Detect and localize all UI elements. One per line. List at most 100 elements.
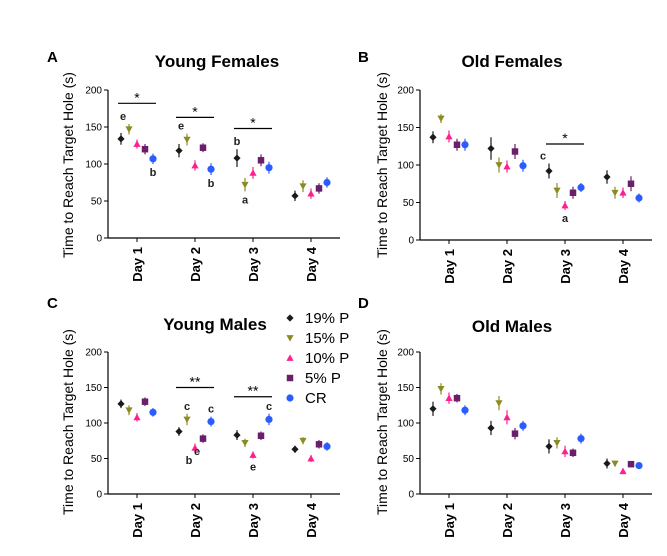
data-point [511,148,519,155]
data-point [461,141,469,149]
data-point [191,444,199,451]
data-point [141,145,149,153]
data-point [257,157,265,164]
significance-label: * [250,114,256,130]
data-point [241,181,249,189]
legend-item: 10% P [286,350,349,367]
data-point [291,192,299,200]
data-point [191,161,199,169]
y-axis-label: Time to Reach Target Hole (s) [60,329,76,515]
data-point [437,115,445,123]
x-tick-label: Day 3 [246,503,261,538]
y-tick-label: 100 [397,419,414,430]
data-point [149,408,157,416]
panel-letter: D [358,295,369,312]
data-point [149,155,157,163]
data-point [519,162,527,170]
legend-marker [286,394,294,402]
y-tick-label: 0 [96,234,102,245]
data-point [453,394,461,402]
x-tick-label: Day 1 [442,249,457,284]
group-letter: a [242,194,249,206]
y-tick-label: 200 [85,86,102,97]
data-point [265,164,273,172]
data-point [307,190,315,197]
data-point [503,413,511,421]
data-point [117,400,125,408]
legend-marker [286,374,294,382]
data-point [545,442,553,451]
y-axis-label: Time to Reach Target Hole (s) [374,329,390,515]
y-tick-label: 150 [85,383,102,394]
x-tick-label: Day 4 [304,246,319,281]
y-tick-label: 50 [91,454,103,465]
y-axis-label: Time to Reach Target Hole (s) [60,72,76,258]
y-tick-label: 150 [397,123,414,134]
y-tick-label: 100 [397,161,414,172]
x-tick-label: Day 2 [500,503,515,538]
group-letter: c [540,151,546,163]
data-point [487,144,495,153]
panel-letter: A [47,49,58,66]
data-point [207,417,215,426]
data-point [133,413,141,421]
data-point [437,386,445,393]
data-point [117,135,125,143]
plot-area: 0 50 100 150 200 Day 1 Day 2 Day 3 Day 4 * * * e b e b b… [85,86,340,282]
plot-area: 0 50 100 150 200 Day 1 Day 2 Day 3 Day 4 * c a [397,86,652,284]
data-point [511,430,519,437]
data-point [199,435,207,442]
legend-label: CR [305,390,327,407]
x-tick-label: Day 4 [616,502,631,537]
data-point [611,189,619,197]
data-point [635,194,643,202]
x-tick-label: Day 2 [500,249,515,284]
panel-title: Young Females [155,52,279,71]
group-letter: c [266,401,272,413]
group-letter: c [208,404,214,416]
data-point [577,183,585,192]
data-point [265,415,273,424]
legend-marker [286,354,294,361]
data-point [453,141,461,148]
x-tick-label: Day 2 [188,247,203,282]
y-tick-label: 0 [408,236,414,247]
data-point [286,354,294,361]
data-point [323,178,331,187]
data-point [445,394,453,402]
y-tick-label: 200 [397,86,414,97]
panel-c: C Young Males Time to Reach Target Hole … [47,295,340,538]
y-tick-label: 150 [397,383,414,394]
data-point [286,335,294,342]
data-point [286,394,294,402]
group-letter: b [208,178,215,190]
legend-marker [286,314,294,322]
data-point [199,144,207,151]
data-point [125,126,133,133]
y-tick-label: 50 [91,197,103,208]
data-point [315,441,323,448]
data-point [183,136,191,144]
data-point [307,454,315,462]
x-tick-label: Day 3 [246,247,261,282]
group-letter: e [120,111,126,123]
x-tick-label: Day 2 [188,503,203,538]
data-point [495,162,503,169]
y-tick-label: 50 [403,454,415,465]
x-tick-label: Day 1 [442,503,457,538]
y-tick-label: 0 [408,490,414,501]
x-tick-label: Day 3 [558,249,573,284]
x-tick-label: Day 1 [130,247,145,282]
y-tick-label: 0 [96,490,102,501]
legend-label: 19% P [305,310,349,327]
data-point [249,169,257,176]
data-point [519,422,527,430]
data-point [249,451,257,458]
data-point [545,167,553,175]
group-letter: b [234,136,241,148]
data-point [315,185,323,192]
data-point [503,162,511,170]
data-point [241,440,249,447]
group-letter: a [562,213,569,225]
